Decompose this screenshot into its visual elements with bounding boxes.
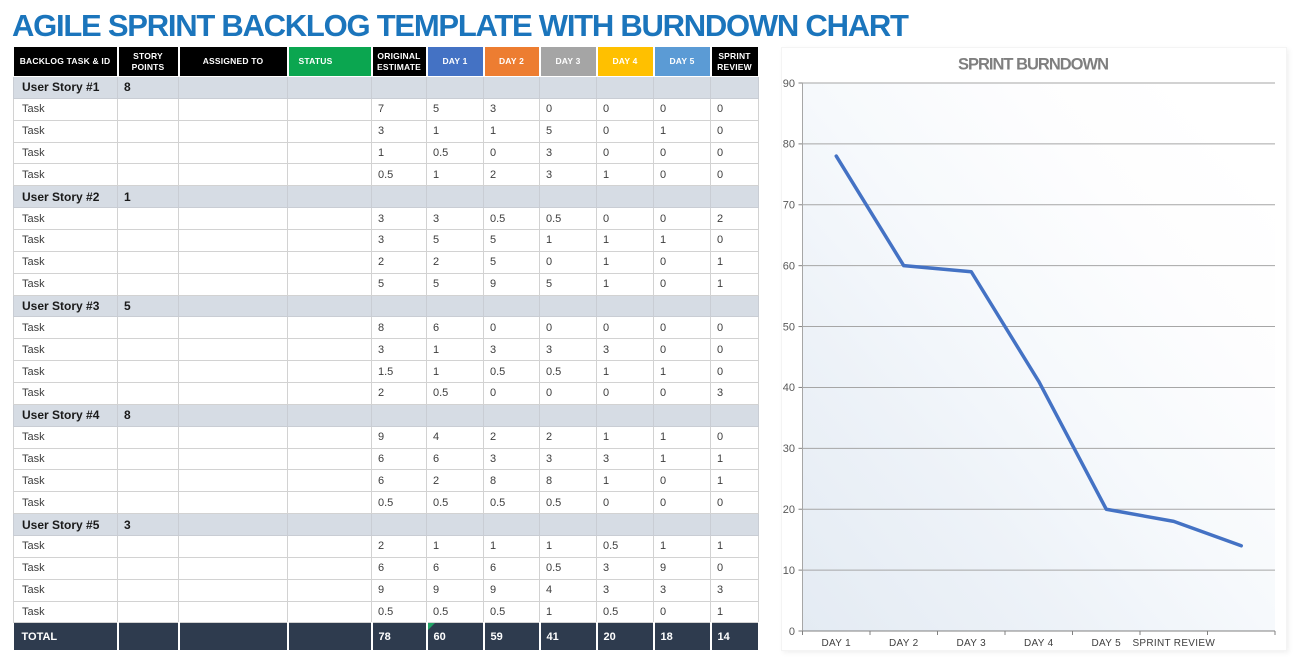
svg-text:20: 20 [783,504,795,516]
svg-text:90: 90 [783,78,795,90]
svg-text:DAY 1: DAY 1 [822,638,852,649]
svg-text:DAY 4: DAY 4 [1024,638,1054,649]
svg-text:60: 60 [783,260,795,272]
svg-text:DAY 5: DAY 5 [1092,638,1122,649]
svg-text:DAY 2: DAY 2 [889,638,919,649]
svg-text:40: 40 [783,382,795,394]
svg-text:SPRINT BURNDOWN: SPRINT BURNDOWN [958,56,1108,74]
svg-text:0: 0 [789,626,795,638]
svg-text:10: 10 [783,565,795,577]
svg-text:SPRINT REVIEW: SPRINT REVIEW [1132,638,1215,649]
svg-text:30: 30 [783,443,795,455]
svg-text:80: 80 [783,139,795,151]
svg-text:50: 50 [783,321,795,333]
svg-text:DAY 3: DAY 3 [957,638,987,649]
svg-text:70: 70 [783,200,795,212]
